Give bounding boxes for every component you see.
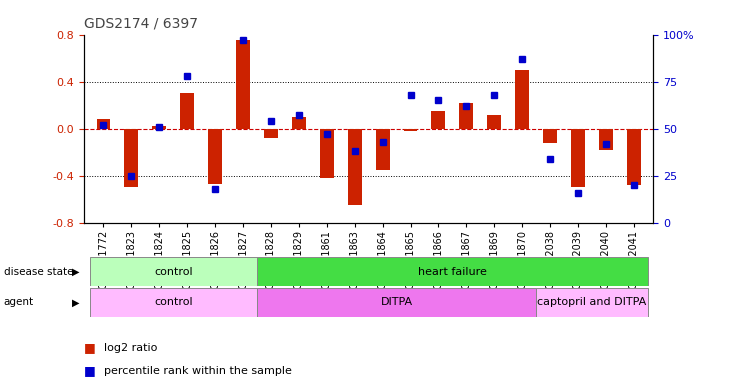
Bar [376, 129, 390, 170]
Text: ■: ■ [84, 341, 96, 354]
Bar [459, 103, 473, 129]
Bar [488, 114, 502, 129]
Text: heart failure: heart failure [418, 266, 487, 277]
Bar [543, 129, 557, 143]
Bar [627, 129, 641, 185]
Bar [257, 288, 536, 317]
Text: control: control [154, 297, 193, 308]
Text: GDS2174 / 6397: GDS2174 / 6397 [84, 17, 198, 31]
Text: ▶: ▶ [72, 266, 79, 277]
Text: percentile rank within the sample: percentile rank within the sample [104, 366, 292, 376]
Bar [96, 119, 110, 129]
Bar [257, 257, 648, 286]
Bar [347, 129, 361, 205]
Bar [292, 117, 306, 129]
Bar [320, 129, 334, 178]
Text: ▶: ▶ [72, 297, 79, 308]
Text: disease state: disease state [4, 266, 73, 277]
Bar [599, 129, 613, 150]
Text: agent: agent [4, 297, 34, 308]
Text: DITPA: DITPA [380, 297, 412, 308]
Bar [180, 93, 194, 129]
Bar [90, 257, 257, 286]
Bar [153, 126, 166, 129]
Bar [90, 288, 257, 317]
Bar [431, 111, 445, 129]
Bar [124, 129, 139, 187]
Text: log2 ratio: log2 ratio [104, 343, 158, 353]
Text: ■: ■ [84, 364, 96, 377]
Text: captopril and DITPA: captopril and DITPA [537, 297, 647, 308]
Bar [404, 129, 418, 131]
Bar [264, 129, 278, 138]
Bar [571, 129, 585, 187]
Bar [515, 70, 529, 129]
Bar [208, 129, 222, 184]
Text: control: control [154, 266, 193, 277]
Bar [236, 40, 250, 129]
Bar [536, 288, 648, 317]
